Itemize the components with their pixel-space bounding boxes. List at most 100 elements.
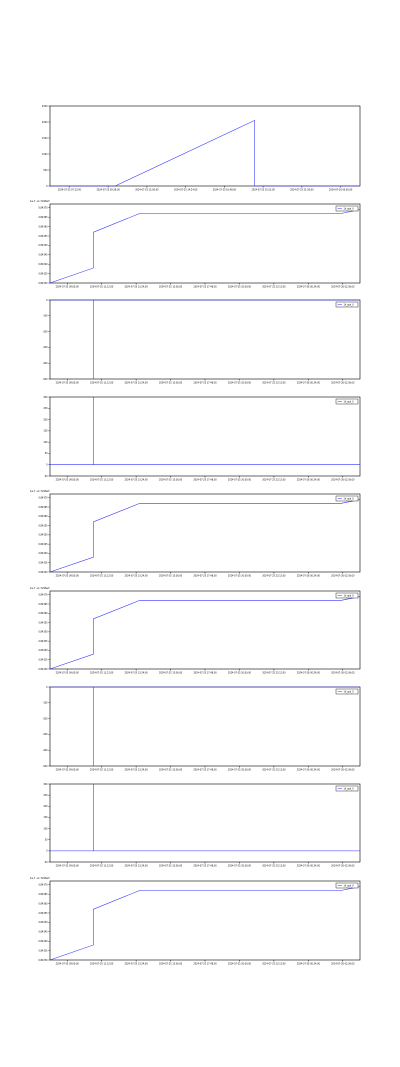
legend-label: 1d_spk_0 bbox=[344, 497, 355, 500]
legend-label: 1d_spk_0 bbox=[344, 690, 355, 693]
y-tick-label: 300 bbox=[43, 396, 48, 399]
x-tick-label: 2024-07-25 07:12:00 bbox=[58, 189, 82, 192]
x-tick-label: 2024-07-25 22:12:00 bbox=[262, 479, 286, 482]
x-tick-label: 2024-07-25 20:00:00 bbox=[228, 963, 252, 966]
x-tick-label: 2024-07-25 09:00:00 bbox=[56, 865, 80, 868]
y-tick-label: -500 bbox=[43, 765, 49, 768]
x-tick-label: 2024-07-25 15:36:00 bbox=[159, 286, 183, 289]
y-tick-label: -200 bbox=[43, 717, 49, 720]
y-tick-label: 0.84340 bbox=[38, 649, 48, 652]
y-tick-label: -300 bbox=[43, 733, 49, 736]
y-tick-label: 0.84365 bbox=[38, 216, 48, 219]
x-tick-label: 2024-07-26 00:24:00 bbox=[297, 286, 321, 289]
y-tick-label: 0.84355 bbox=[38, 524, 48, 527]
y-tick-label: 0.84365 bbox=[38, 506, 48, 509]
y-tick-label: -100 bbox=[43, 702, 49, 705]
legend-box bbox=[335, 592, 359, 599]
y-tick-label: 100 bbox=[43, 441, 48, 444]
series-line-1 bbox=[49, 209, 361, 284]
y-tick-label: 0.84370 bbox=[38, 497, 48, 500]
x-tick-label: 2024-07-25 13:24:00 bbox=[124, 479, 148, 482]
x-tick-label: 2024-07-25 13:24:00 bbox=[124, 286, 148, 289]
x-tick-label: 2024-07-25 13:24:00 bbox=[124, 963, 148, 966]
y-tick-label: 250 bbox=[43, 407, 48, 410]
y-tick-label: 0.84345 bbox=[38, 931, 48, 934]
y-tick-label: 0.84335 bbox=[38, 659, 48, 662]
legend: 1d_spk_0 bbox=[335, 688, 359, 695]
chart-panel-9: 2024-07-25 09:00:00 2024-07-25 11:12:00 20… bbox=[30, 877, 361, 966]
series-line-1 bbox=[50, 397, 360, 465]
axis-offset-label: 1e-7 +1.7226e3 bbox=[30, 587, 50, 590]
x-tick-label: 2024-07-25 17:48:00 bbox=[193, 286, 217, 289]
x-tick-label: 2024-07-25 11:12:00 bbox=[90, 286, 114, 289]
chart-panel-8: 2024-07-25 09:00:00 2024-07-25 11:12:00 20… bbox=[43, 783, 361, 868]
x-tick-label: 2024-07-25 13:24:00 bbox=[124, 769, 148, 772]
chart-panel-5: 2024-07-25 09:00:00 2024-07-25 11:12:00 20… bbox=[30, 490, 361, 578]
y-tick-label: 2500 bbox=[42, 105, 48, 108]
legend-label: 1d_spk_0 bbox=[344, 303, 355, 306]
y-tick-label: 0.84330 bbox=[38, 282, 48, 285]
y-tick-label: 0 bbox=[46, 464, 48, 467]
y-tick-label: 0.84360 bbox=[38, 225, 48, 228]
y-tick-label: -400 bbox=[43, 362, 49, 365]
x-tick-label: 2024-07-25 12:00:00 bbox=[135, 189, 159, 192]
y-tick-label: 0.84345 bbox=[38, 254, 48, 257]
x-tick-label: 2024-07-25 09:36:00 bbox=[97, 189, 121, 192]
x-tick-label: 2024-07-25 14:24:00 bbox=[174, 189, 198, 192]
x-tick-label: 2024-07-25 20:00:00 bbox=[228, 575, 252, 578]
legend: 1d_spk_0 bbox=[335, 398, 359, 405]
legend: 1d_spk_0 bbox=[335, 301, 359, 308]
y-tick-label: 500 bbox=[43, 169, 48, 172]
x-tick-label: 2024-07-25 15:36:00 bbox=[159, 575, 183, 578]
series-line-1 bbox=[50, 784, 360, 852]
legend: 1d_spk_0 bbox=[335, 785, 359, 792]
x-tick-label: 2024-07-25 15:36:00 bbox=[159, 382, 183, 385]
y-tick-label: 0.84335 bbox=[38, 949, 48, 952]
x-tick-label: 2024-07-25 11:12:00 bbox=[90, 479, 114, 482]
y-tick-label: 0.84330 bbox=[38, 571, 48, 574]
x-tick-label: 2024-07-25 11:12:00 bbox=[90, 963, 114, 966]
axes-frame bbox=[49, 493, 361, 573]
y-tick-label: 0 bbox=[46, 850, 48, 853]
x-tick-label: 2024-07-25 09:00:00 bbox=[56, 382, 80, 385]
legend: 1d_spk_0 bbox=[335, 592, 359, 599]
y-tick-label: 0.84345 bbox=[38, 640, 48, 643]
axes-frame bbox=[49, 203, 361, 284]
x-tick-label: 2024-07-26 02:36:00 bbox=[331, 479, 355, 482]
x-tick-label: 2024-07-25 13:24:00 bbox=[124, 382, 148, 385]
x-tick-label: 2024-07-25 20:00:00 bbox=[228, 672, 252, 675]
x-tick-label: 2024-07-25 13:24:00 bbox=[124, 575, 148, 578]
x-tick-label: 2024-07-26 02:36:00 bbox=[331, 286, 355, 289]
x-tick-label: 2024-07-25 11:12:00 bbox=[90, 575, 114, 578]
axes-frame bbox=[49, 590, 361, 670]
y-tick-label: 300 bbox=[43, 783, 48, 786]
legend-label: 1d_spk_0 bbox=[344, 400, 355, 403]
y-tick-label: 0.84370 bbox=[38, 884, 48, 887]
legend: 1d_spk_0 bbox=[335, 205, 359, 212]
y-tick-label: 2000 bbox=[42, 121, 48, 124]
y-tick-label: 150 bbox=[43, 430, 48, 433]
y-tick-label: 0.84350 bbox=[38, 534, 48, 537]
series-line-1 bbox=[49, 499, 361, 573]
x-tick-label: 2024-07-25 09:00:00 bbox=[56, 479, 80, 482]
axes-frame bbox=[49, 396, 361, 477]
x-tick-label: 2024-07-25 20:00:00 bbox=[228, 382, 252, 385]
y-tick-label: -50 bbox=[44, 475, 48, 478]
axes-frame bbox=[49, 105, 361, 187]
x-tick-label: 2024-07-26 02:36:00 bbox=[331, 575, 355, 578]
x-tick-label: 2024-07-25 19:12:00 bbox=[252, 189, 276, 192]
y-tick-label: 0.84350 bbox=[38, 921, 48, 924]
legend: 1d_spk_0 bbox=[335, 882, 359, 889]
x-tick-label: 2024-07-26 00:24:00 bbox=[297, 382, 321, 385]
axes-frame bbox=[49, 783, 361, 863]
x-tick-label: 2024-07-25 09:00:00 bbox=[56, 769, 80, 772]
x-tick-label: 2024-07-25 11:12:00 bbox=[90, 672, 114, 675]
x-tick-label: 2024-07-25 17:48:00 bbox=[193, 672, 217, 675]
y-tick-label: 1500 bbox=[42, 137, 48, 140]
y-tick-label: 0.84355 bbox=[38, 912, 48, 915]
legend-box bbox=[335, 785, 359, 792]
x-tick-label: 2024-07-25 22:12:00 bbox=[262, 382, 286, 385]
chart-panel-6: 2024-07-25 09:00:00 2024-07-25 11:12:00 20… bbox=[30, 587, 361, 675]
axes-frame bbox=[49, 299, 361, 380]
